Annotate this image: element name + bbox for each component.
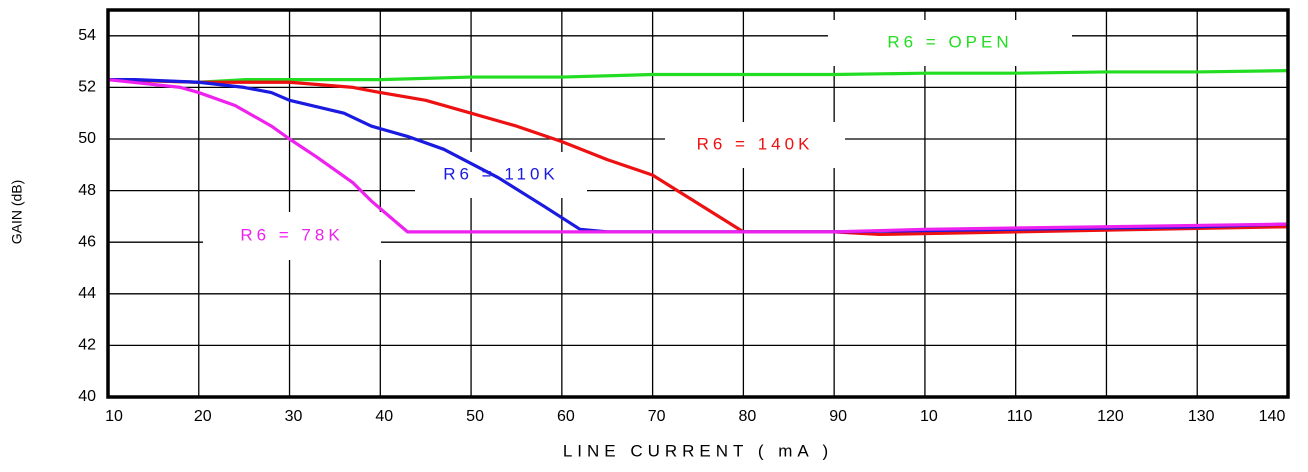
label-box [828, 20, 1072, 66]
series-line [107, 69, 1289, 84]
y-tick-label: 42 [78, 337, 96, 354]
series-annotation: R6 = 140K [697, 134, 814, 153]
x-tick-label: 110 [1007, 408, 1033, 425]
label-box [203, 212, 381, 260]
x-tick-label: 60 [557, 408, 575, 425]
x-tick-label: 70 [648, 408, 666, 425]
y-tick-label: 48 [78, 182, 96, 199]
x-tick-label: 90 [829, 408, 847, 425]
series-line [107, 78, 1289, 234]
y-tick-label: 50 [78, 130, 96, 147]
y-tick-label: 46 [78, 233, 96, 250]
x-tick-label: 10 [920, 408, 938, 425]
plot-border [106, 8, 1290, 399]
x-tick-label: 20 [194, 408, 212, 425]
label-box [415, 152, 587, 198]
series-annotation: R6 = OPEN [887, 32, 1012, 51]
x-tick-label: 140 [1259, 408, 1286, 425]
x-axis-label: LINE CURRENT ( mA ) [563, 441, 833, 460]
y-tick-label: 54 [78, 27, 96, 44]
x-tick-label: 10 [105, 408, 123, 425]
y-tick-label: 40 [78, 388, 96, 405]
x-tick-label: 40 [375, 408, 393, 425]
series-annotation: R6 = 78K [240, 225, 343, 244]
label-box [665, 122, 845, 168]
x-tick-label: 50 [466, 408, 484, 425]
x-tick-label: 80 [738, 408, 756, 425]
y-tick-label: 44 [78, 285, 96, 302]
y-axis-label: GAIN (dB) [9, 180, 25, 245]
series-line [107, 78, 1289, 237]
x-tick-label: 30 [285, 408, 303, 425]
y-tick-label: 52 [78, 79, 96, 96]
series-annotation: R6 = 110K [443, 164, 559, 183]
x-tick-label: 120 [1097, 408, 1124, 425]
x-tick-label: 130 [1188, 408, 1215, 425]
